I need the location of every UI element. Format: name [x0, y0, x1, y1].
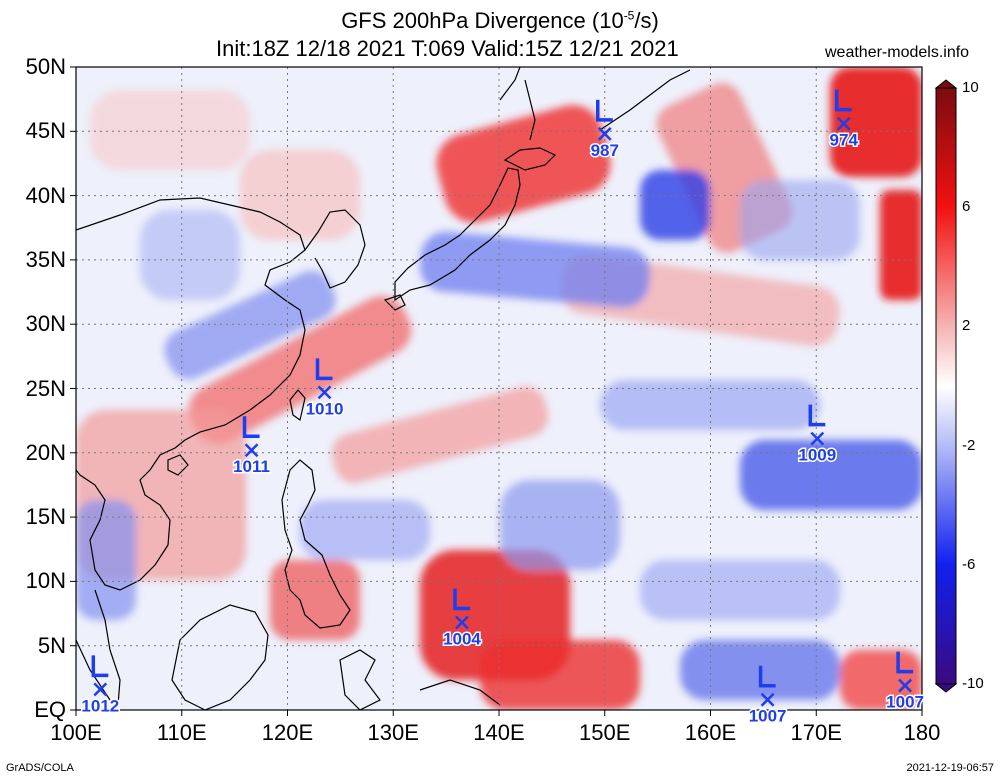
title-line-2: Init:18Z 12/18 2021 T:069 Valid:15Z 12/2… [216, 36, 679, 61]
low-pressure-value: 987 [591, 141, 619, 160]
low-center-x [93, 682, 108, 697]
low-pressure-value: 1009 [798, 446, 836, 465]
low-letter [453, 588, 470, 611]
low-letter [242, 416, 260, 438]
low-marker: 1004 [442, 588, 483, 650]
low-center-x [244, 443, 259, 458]
y-tick-label: 25N [25, 375, 66, 401]
title-line-1: GFS 200hPa Divergence (10-5/s) [341, 8, 659, 33]
y-tick-label: 45N [25, 118, 66, 144]
credit-left: GrADS/COLA [6, 762, 74, 774]
colorbar-label: -10 [962, 675, 984, 692]
coastlines [76, 67, 691, 710]
x-tick-label: 100E [50, 720, 102, 745]
low-pressure-value: 1010 [306, 399, 344, 418]
low-center-x [898, 678, 912, 693]
colorbar-label: 6 [962, 198, 971, 216]
y-tick-label: 30N [25, 311, 66, 337]
low-center-x [760, 692, 775, 707]
x-tick-label: 140E [473, 720, 525, 745]
low-marker: 1007 [885, 651, 925, 713]
x-tick-label: 150E [579, 720, 631, 745]
low-letter [596, 99, 613, 122]
low-center-x [836, 116, 851, 131]
low-pressure-value: 1007 [749, 707, 787, 726]
y-tick-label: EQ [34, 697, 66, 722]
low-marker: 1010 [304, 358, 345, 420]
graticule [76, 67, 922, 710]
low-center-x [810, 431, 825, 446]
low-pressure-value: 1011 [233, 457, 270, 476]
y-tick-label: 5N [37, 632, 66, 658]
colorbar-label: -6 [962, 555, 976, 573]
axis-ticks [70, 66, 923, 716]
x-tick-label: 170E [790, 720, 842, 745]
colorbar-top-arrow [934, 79, 958, 89]
colorbar-label: -2 [962, 436, 976, 454]
credit-right: 2021-12-19-06:57 [906, 762, 994, 774]
low-center-x [317, 385, 332, 400]
colorbar [935, 87, 957, 685]
low-marker: 1007 [747, 665, 788, 727]
low-letter [315, 358, 333, 381]
x-tick-label: 130E [367, 720, 419, 745]
low-marker: 987 [589, 99, 620, 161]
x-tick-label: 160E [684, 720, 737, 745]
y-tick-label: 10N [25, 568, 66, 594]
site-name: weather-models.info [825, 44, 970, 61]
low-center-x [597, 126, 612, 141]
low-pressure-value: 1004 [443, 630, 481, 649]
y-tick-label: 35N [25, 246, 66, 272]
low-letter [896, 651, 914, 674]
colorbar-bottom-arrow [934, 683, 958, 693]
low-letter [758, 665, 776, 688]
low-letter [91, 655, 109, 678]
y-tick-label: 15N [25, 504, 66, 530]
y-tick-label: 20N [25, 439, 66, 465]
low-pressure-markers: 987 974 1010 1011 1009 1004 1012 1007 1007 [80, 89, 925, 727]
low-marker: 1009 [797, 404, 838, 466]
colorbar-label: 10 [962, 79, 979, 96]
x-tick-label: 180 [903, 720, 941, 745]
colorbar-label: 2 [962, 317, 971, 335]
x-tick-label: 110E [156, 720, 207, 745]
low-pressure-value: 974 [830, 131, 859, 150]
low-letter [834, 89, 852, 112]
x-tick-label: 120E [261, 720, 314, 745]
low-pressure-value: 1012 [81, 696, 119, 715]
low-marker: 1011 [232, 416, 271, 478]
y-tick-label: 50N [25, 54, 66, 79]
low-pressure-value: 1007 [886, 693, 924, 712]
low-marker: 1012 [80, 655, 121, 717]
low-letter [808, 404, 826, 427]
y-tick-label: 40N [25, 182, 66, 208]
low-marker: 974 [828, 89, 860, 151]
low-center-x [455, 615, 469, 630]
